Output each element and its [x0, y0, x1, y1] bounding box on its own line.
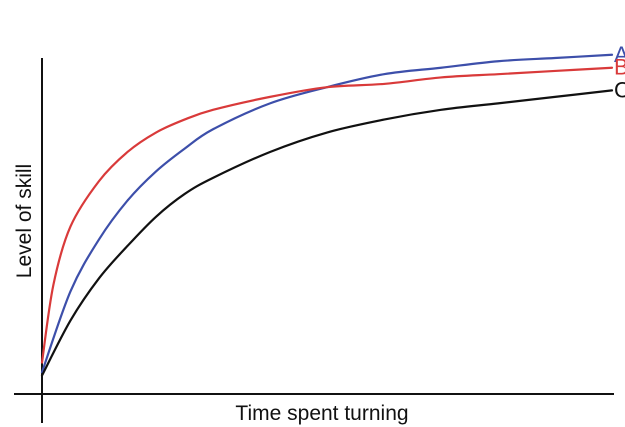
series-line-b	[40, 66, 614, 364]
series-layer	[40, 53, 614, 377]
series-label-b: B	[614, 55, 625, 80]
series-label-c: C	[614, 77, 625, 102]
series-line-a	[40, 53, 614, 374]
x-axis-label: Time spent turning	[235, 402, 408, 425]
series-line-c	[40, 89, 614, 377]
y-axis-label: Level of skill	[13, 164, 36, 278]
series-label-layer: ABC	[614, 42, 625, 103]
series-label-a: A	[614, 42, 625, 67]
